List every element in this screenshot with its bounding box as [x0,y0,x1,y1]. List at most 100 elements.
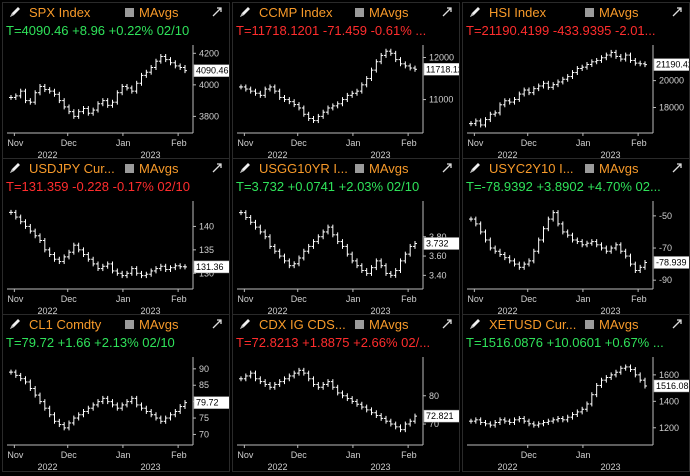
security-title[interactable]: CL1 Comdty [29,317,102,332]
pencil-icon[interactable] [8,161,22,175]
year-label: 2023 [141,462,161,471]
expand-icon[interactable] [671,162,683,174]
security-title[interactable]: USDJPY Cur... [29,161,115,176]
last-price-box [193,64,229,77]
x-tick-label: Dec [291,450,308,460]
panel-title-bar: USDJPY Cur... MAvgs [3,159,229,179]
last-price-box [423,237,459,250]
panel-title-bar: SPX Index MAvgs [3,3,229,23]
year-label: 2022 [497,306,517,315]
expand-icon[interactable] [671,318,683,330]
x-tick-label: Jan [346,450,361,460]
security-title[interactable]: USYC2Y10 I... [489,161,574,176]
y-tick-label: 20000 [659,76,684,86]
x-tick-label: Nov [7,138,24,148]
last-price-label: 21190.42 [656,60,690,70]
y-tick-label: 1200 [659,423,679,433]
x-tick-label: Jan [116,450,131,460]
security-title[interactable]: SPX Index [29,5,91,20]
pencil-icon[interactable] [468,5,482,19]
mavgs-label[interactable]: MAvgs [369,317,409,332]
pencil-icon[interactable] [238,161,252,175]
year-label: 2022 [37,150,57,159]
chart-panel[interactable]: CL1 Comdty MAvgs T=79.72 +1.66 +2.13% 02/1… [2,314,230,472]
panel-title-bar: USGG10YR I... MAvgs [233,159,459,179]
x-tick-label: Feb [171,294,187,304]
pencil-icon[interactable] [238,317,252,331]
security-title[interactable]: XETUSD Cur... [489,317,577,332]
panel-title-bar: XETUSD Cur... MAvgs [463,315,689,335]
price-chart[interactable]: 70 80 72.821 Nov Dec Jan Feb 2022 2023 [233,353,460,471]
mavgs-label[interactable]: MAvgs [139,5,179,20]
mavgs-label[interactable]: MAvgs [139,161,179,176]
mavgs-label[interactable]: MAvgs [369,161,409,176]
panel-title-bar: CDX IG CDS... MAvgs [233,315,459,335]
pencil-icon[interactable] [8,317,22,331]
x-tick-label: Jan [116,138,131,148]
y-tick-label: 4000 [199,80,219,90]
expand-icon[interactable] [211,6,223,18]
price-chart[interactable]: -90 -70 -50 -78.939 Nov Dec Jan Feb 2022 2023 [463,197,690,315]
chart-panel[interactable]: CDX IG CDS... MAvgs T=72.8213 +1.8875 +2.6… [232,314,460,472]
price-stats: T=-78.9392 +3.8902 +4.70% 02... [466,179,661,194]
price-stats: T=79.72 +1.66 +2.13% 02/10 [6,335,175,350]
price-chart[interactable]: 130 135 140 131.36 Nov Dec Jan Feb 2022 2023 [3,197,230,315]
y-tick-label: 12000 [429,53,454,63]
mavgs-legend-swatch [355,164,364,173]
pencil-icon[interactable] [238,5,252,19]
x-tick-label: Nov [237,138,254,148]
year-label: 2023 [601,150,621,159]
chart-panel[interactable]: HSI Index MAvgs T=21190.4199 -433.9395 -2.… [462,2,690,160]
chart-panel[interactable]: XETUSD Cur... MAvgs T=1516.0876 +10.0601 +… [462,314,690,472]
year-label: 2022 [267,462,287,471]
x-tick-label: Dec [291,138,308,148]
expand-icon[interactable] [441,162,453,174]
chart-panel[interactable]: USDJPY Cur... MAvgs T=131.359 -0.228 -0.17… [2,158,230,316]
x-tick-label: Jan [576,450,591,460]
chart-panel[interactable]: USGG10YR I... MAvgs T=3.732 +0.0741 +2.03%… [232,158,460,316]
expand-icon[interactable] [211,162,223,174]
security-title[interactable]: CDX IG CDS... [259,317,346,332]
price-chart[interactable]: 18000 20000 21190.42 Nov Dec Jan Feb 2022 2023 [463,41,690,159]
mavgs-label[interactable]: MAvgs [599,161,639,176]
price-chart[interactable]: 3800 4000 4200 4090.46 Nov Dec Jan Feb 2022 2023 [3,41,230,159]
price-stats: T=3.732 +0.0741 +2.03% 02/10 [236,179,420,194]
chart-panel[interactable]: SPX Index MAvgs T=4090.46 +8.96 +0.22% 02/… [2,2,230,160]
pencil-icon[interactable] [468,317,482,331]
y-tick-label: 3.80 [429,232,447,242]
last-price-box [423,63,459,76]
chart-panel[interactable]: CCMP Index MAvgs T=11718.1201 -71.459 -0.6… [232,2,460,160]
x-tick-label: Feb [171,138,187,148]
mavgs-legend-swatch [355,8,364,17]
x-tick-label: Nov [7,450,24,460]
mavgs-label[interactable]: MAvgs [599,317,639,332]
x-tick-label: Dec [61,294,78,304]
expand-icon[interactable] [441,6,453,18]
y-tick-label: 4200 [199,48,219,58]
x-tick-label: Feb [631,138,647,148]
mavgs-legend-swatch [585,8,594,17]
x-tick-label: Feb [401,450,417,460]
y-tick-label: 90 [199,364,209,374]
pencil-icon[interactable] [468,161,482,175]
y-tick-label: 18000 [659,102,684,112]
pencil-icon[interactable] [8,5,22,19]
mavgs-label[interactable]: MAvgs [599,5,639,20]
year-label: 2022 [37,306,57,315]
x-tick-label: Jan [576,294,591,304]
chart-panel[interactable]: USYC2Y10 I... MAvgs T=-78.9392 +3.8902 +4.… [462,158,690,316]
y-tick-label: 130 [199,268,214,278]
expand-icon[interactable] [671,6,683,18]
security-title[interactable]: HSI Index [489,5,547,20]
expand-icon[interactable] [211,318,223,330]
mavgs-label[interactable]: MAvgs [369,5,409,20]
mavgs-label[interactable]: MAvgs [139,317,179,332]
security-title[interactable]: USGG10YR I... [259,161,348,176]
security-title[interactable]: CCMP Index [259,5,333,20]
x-tick-label: Dec [521,294,538,304]
expand-icon[interactable] [441,318,453,330]
price-chart[interactable]: 3.40 3.60 3.803.732 Nov Dec Jan Feb 2022 2023 [233,197,460,315]
